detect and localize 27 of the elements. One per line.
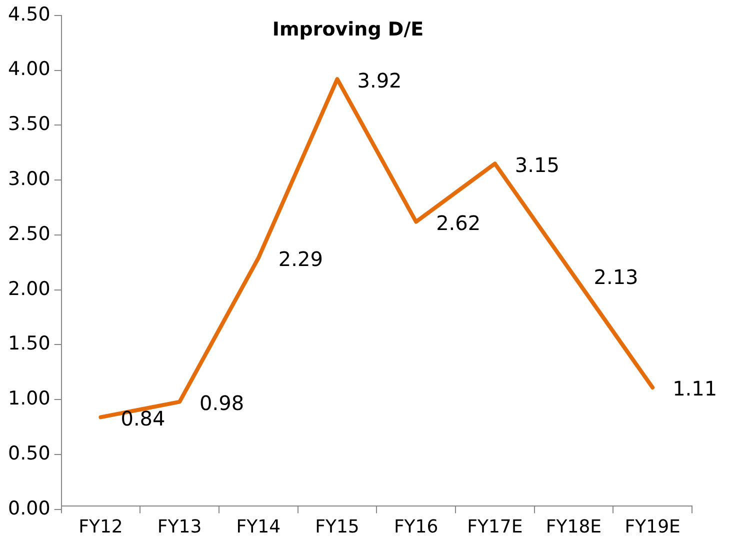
x-tick-label: FY12 bbox=[78, 516, 123, 538]
y-tick-label: 3.50 bbox=[8, 113, 50, 136]
data-label: 3.15 bbox=[514, 152, 560, 177]
y-tick-label: 4.50 bbox=[8, 3, 50, 26]
y-tick-label: 0.50 bbox=[8, 442, 50, 464]
data-label: 2.62 bbox=[436, 210, 481, 235]
x-tick-label: FY19E bbox=[624, 516, 680, 538]
data-label: 2.29 bbox=[278, 247, 323, 272]
x-tick-label: FY13 bbox=[157, 516, 202, 538]
y-tick-label: 3.00 bbox=[8, 168, 50, 190]
data-label: 1.11 bbox=[672, 376, 718, 401]
x-tick-label: FY15 bbox=[315, 516, 360, 538]
y-tick-label: 1.00 bbox=[8, 388, 50, 410]
y-tick-label: 4.00 bbox=[8, 58, 50, 80]
y-tick-label: 2.00 bbox=[8, 278, 50, 300]
chart-title: Improving D/E bbox=[272, 18, 424, 41]
data-label: 3.92 bbox=[357, 68, 402, 92]
data-label: 2.13 bbox=[594, 264, 638, 289]
data-label: 0.98 bbox=[200, 391, 244, 416]
y-tick-label: 2.50 bbox=[8, 222, 50, 245]
y-tick-label: 0.00 bbox=[8, 497, 50, 520]
data-label: 0.84 bbox=[120, 406, 166, 430]
y-tick-label: 1.50 bbox=[8, 332, 50, 355]
x-tick-label: FY16 bbox=[394, 516, 438, 538]
x-tick-label: FY18E bbox=[546, 516, 602, 538]
x-tick-label: FY14 bbox=[236, 516, 281, 538]
x-tick-label: FY17E bbox=[467, 516, 523, 538]
